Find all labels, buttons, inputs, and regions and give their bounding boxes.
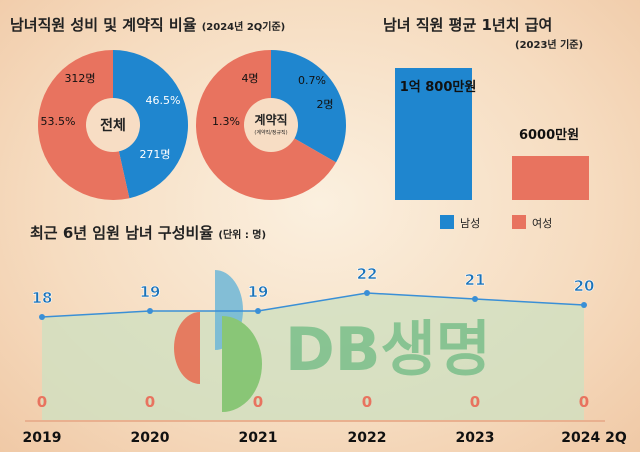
donut-contract-center-sublabel: (계약직/정규직) [254, 129, 287, 136]
male-point [39, 314, 45, 320]
donut-total-center-label: 전체 [100, 117, 126, 134]
male-value-label: 22 [357, 265, 378, 283]
donut-contract-center-label: 계약직 [254, 112, 287, 127]
x-tick-labels: 2019 2020 2021 2022 2023 2024 2Q [23, 430, 627, 446]
logo-green-shape [222, 316, 262, 412]
line-section-title: 최근 6년 임원 남녀 구성비율 (단위 : 명) [30, 222, 266, 243]
salary-bar-chart: 1억 800만원 6000만원 남성 여성 [395, 68, 589, 230]
donut-section-title: 남녀직원 성비 및 계약직 비율 (2024년 2Q기준) [10, 14, 285, 35]
female-value-label: 0 [253, 393, 263, 411]
donut-contract-male-count: 2명 [316, 98, 333, 111]
donut-contract: 계약직 (계약직/정규직) 0.7% 2명 4명 1.3% [196, 50, 347, 201]
salary-title: 남녀 직원 평균 1년치 급여 [383, 16, 553, 34]
salary-bar-male-label: 1억 800만원 [400, 79, 477, 95]
donut-total-male-percent: 46.5% [146, 94, 181, 107]
salary-bar-male [395, 68, 472, 200]
db-logo: DB생명 [174, 270, 491, 412]
female-value-label: 0 [579, 393, 589, 411]
male-line [41, 292, 585, 318]
logo-red-shape [174, 312, 200, 384]
female-value-label: 0 [470, 393, 480, 411]
donut-contract-male-percent: 0.7% [298, 74, 326, 87]
area-fill [42, 293, 584, 420]
x-tick-label: 2021 [239, 430, 278, 446]
male-points [39, 290, 587, 320]
male-point [364, 290, 370, 296]
male-point [147, 308, 153, 314]
male-value-labels: 18 19 19 22 21 20 [31, 265, 595, 308]
x-tick-label: 2019 [23, 430, 62, 446]
donut-total-female-slice [37, 50, 130, 200]
male-value-label: 20 [574, 277, 595, 295]
x-tick-label: 2024 2Q [561, 430, 627, 446]
male-value-label: 18 [32, 289, 53, 307]
male-value-label: 19 [140, 283, 161, 301]
legend-female-swatch [512, 215, 526, 229]
female-value-label: 0 [362, 393, 372, 411]
legend-male-swatch [440, 215, 454, 229]
legend-female-label: 여성 [532, 217, 552, 230]
donut-total-female-percent: 53.5% [41, 115, 76, 128]
donut-subtitle: (2024년 2Q기준) [201, 22, 286, 33]
donut-contract-female-count: 4명 [241, 72, 258, 85]
salary-subtitle: (2023년 기준) [515, 40, 584, 51]
female-value-label: 0 [37, 393, 47, 411]
x-tick-label: 2020 [131, 430, 170, 446]
male-value-label: 21 [465, 271, 486, 289]
x-tick-label: 2023 [456, 430, 495, 446]
male-point [472, 296, 478, 302]
female-value-label: 0 [145, 393, 155, 411]
x-tick-label: 2022 [348, 430, 387, 446]
donut-total-hole [86, 98, 140, 152]
line-unit: (단위 : 명) [218, 230, 267, 241]
male-value-label: 19 [248, 283, 269, 301]
male-point [581, 302, 587, 308]
legend-male-label: 남성 [460, 217, 480, 230]
line-title: 최근 6년 임원 남녀 구성비율 [30, 224, 214, 242]
donut-total-male-slice [113, 50, 188, 199]
female-value-labels: 0 0 0 0 0 0 [37, 393, 589, 411]
salary-bar-female-label: 6000만원 [519, 127, 579, 143]
donut-contract-hole [244, 98, 298, 152]
logo-text: DB생명 [285, 315, 491, 385]
executive-line-chart: DB생명 18 19 19 22 21 20 0 0 0 0 0 0 2019 2020 2021 202… [23, 265, 627, 446]
male-point [255, 308, 261, 314]
donut-total-male-count: 271명 [139, 148, 170, 161]
donut-contract-female-percent: 1.3% [212, 115, 240, 128]
donut-total-female-count: 312명 [64, 72, 95, 85]
salary-bar-female [512, 156, 589, 200]
donut-total: 전체 46.5% 271명 312명 53.5% [37, 50, 188, 200]
donut-title: 남녀직원 성비 및 계약직 비율 [10, 16, 197, 34]
